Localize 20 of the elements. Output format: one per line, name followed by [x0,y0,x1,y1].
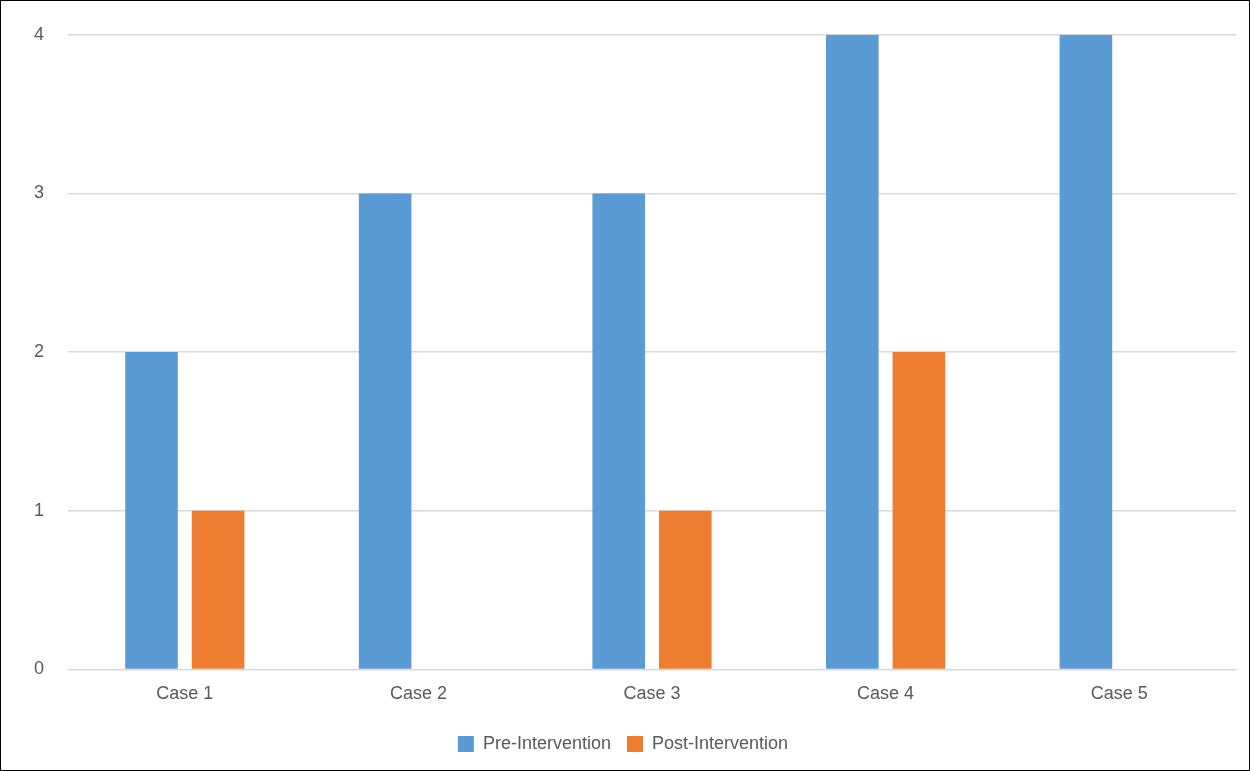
y-tick-label: 3 [34,182,45,203]
x-tick-label: Case 3 [623,683,681,704]
bar [125,352,178,669]
bar [1059,34,1113,669]
y-tick-label: 0 [34,658,45,679]
x-tick-label: Case 5 [1090,683,1148,704]
bar [826,34,879,669]
bar [892,352,946,669]
bar [191,510,245,669]
bar [592,193,646,669]
x-tick-label: Case 2 [389,683,447,704]
legend-label: Post-Intervention [652,732,789,753]
bar [659,510,712,669]
y-tick-label: 2 [34,341,45,362]
x-tick-label: Case 4 [857,683,915,704]
y-tick-label: 1 [34,499,45,520]
legend-label: Pre-Intervention [482,732,612,753]
bar [358,193,412,669]
y-tick-label: 4 [34,23,45,44]
x-tick-label: Case 1 [156,683,214,704]
